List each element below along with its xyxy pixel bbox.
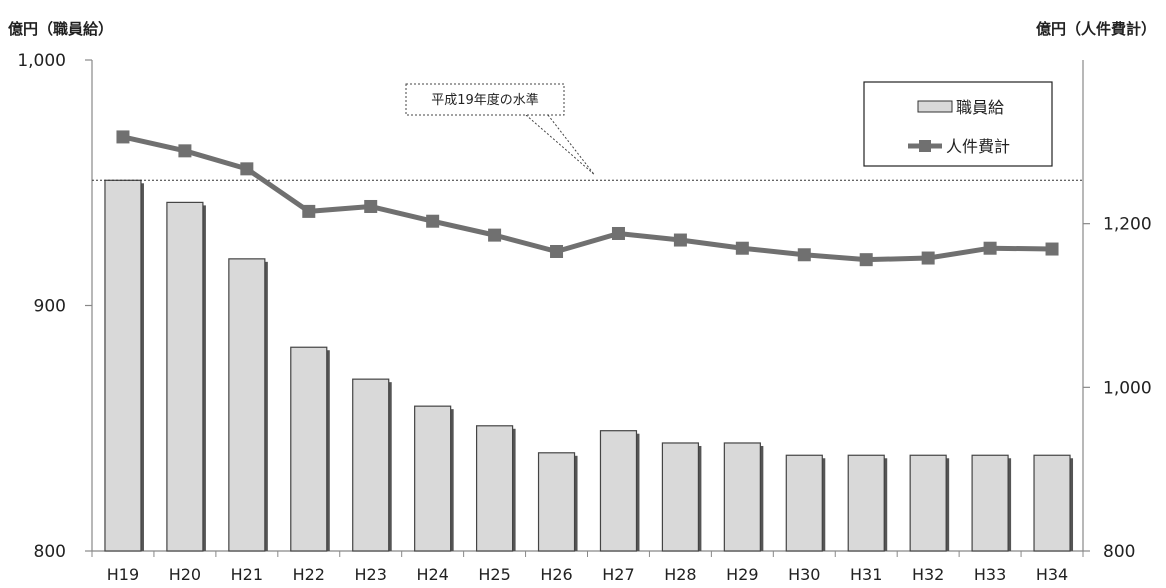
bar (723, 442, 761, 552)
x-tick-label: H21 (231, 565, 263, 584)
bar (537, 452, 576, 552)
x-tick-label: H24 (416, 565, 448, 584)
bar (352, 378, 390, 552)
line-marker (550, 244, 564, 258)
line-marker (364, 199, 378, 213)
line-marker (735, 241, 749, 255)
callout-pointer (547, 114, 595, 175)
x-tick-label: H29 (726, 565, 758, 584)
line-marker (488, 228, 502, 242)
line-marker (302, 204, 316, 218)
right-axis-title: 億円（人件費計） (1035, 20, 1156, 38)
line-series (122, 134, 1053, 263)
bar (909, 454, 947, 552)
bar (1033, 454, 1071, 552)
line-marker (983, 241, 997, 255)
bar (228, 258, 266, 552)
line-marker (859, 253, 873, 267)
callout-pointer (525, 114, 595, 175)
legend-box (863, 81, 1053, 167)
legend-bar-swatch (917, 100, 953, 113)
legend-label: 人件費計 (946, 137, 1010, 156)
left-tick-label: 1,000 (17, 51, 66, 71)
right-tick-label: 1,000 (1103, 378, 1152, 398)
x-tick-label: H22 (293, 565, 325, 584)
line-marker (921, 251, 935, 265)
line-marker (611, 226, 625, 240)
legend-label: 職員給 (956, 98, 1004, 117)
legend-line-marker (919, 140, 931, 152)
bar (661, 442, 700, 552)
line-marker (116, 130, 130, 144)
line-marker (797, 248, 811, 262)
left-axis-title: 億円（職員給） (8, 20, 114, 38)
left-tick-label: 800 (34, 542, 66, 562)
bar (414, 405, 452, 552)
x-tick-label: H23 (355, 565, 387, 584)
bar (166, 201, 204, 552)
x-tick-label: H25 (478, 565, 510, 584)
line-marker (178, 144, 192, 158)
bar (475, 425, 514, 552)
x-tick-label: H31 (850, 565, 882, 584)
callout-label: 平成19年度の水準 (431, 92, 539, 108)
bar (785, 454, 823, 552)
x-tick-label: H27 (602, 565, 634, 584)
bar (847, 454, 885, 552)
x-tick-label: H28 (664, 565, 696, 584)
line-marker (673, 233, 687, 247)
right-tick-label: 800 (1103, 542, 1135, 562)
bar (599, 430, 638, 552)
x-tick-label: H32 (912, 565, 944, 584)
x-tick-label: H34 (1036, 565, 1068, 584)
bar (290, 346, 328, 552)
right-tick-label: 1,200 (1103, 215, 1152, 235)
x-tick-label: H30 (788, 565, 820, 584)
x-tick-label: H19 (107, 565, 139, 584)
line-marker (426, 214, 440, 228)
x-tick-label: H20 (169, 565, 201, 584)
x-tick-label: H26 (540, 565, 572, 584)
line-marker (1045, 242, 1059, 256)
x-tick-label: H33 (974, 565, 1006, 584)
line-marker (240, 162, 254, 176)
bar (971, 454, 1009, 552)
left-tick-label: 900 (34, 297, 66, 317)
callout-box (405, 83, 565, 116)
bar (104, 179, 142, 552)
